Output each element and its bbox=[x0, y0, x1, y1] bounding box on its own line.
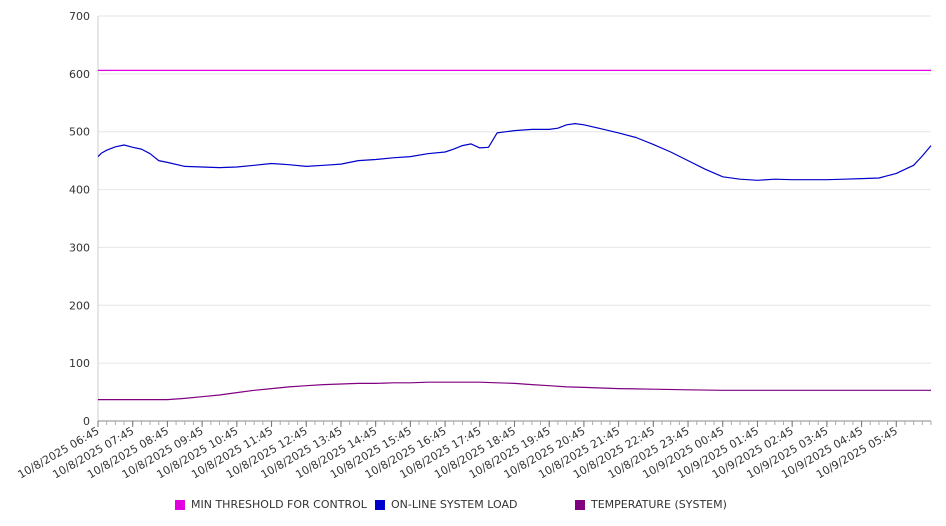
y-axis: 0 100 200 300 400 500 600 700 bbox=[69, 10, 98, 428]
legend-label-temperature: TEMPERATURE (SYSTEM) bbox=[591, 498, 727, 511]
y-tick-label: 400 bbox=[69, 184, 90, 197]
legend-swatch-min-threshold bbox=[175, 500, 185, 510]
y-tick-label: 500 bbox=[69, 126, 90, 139]
legend-swatch-system-load bbox=[375, 500, 385, 510]
legend-item-min-threshold[interactable]: MIN THRESHOLD FOR CONTROL bbox=[175, 498, 367, 511]
series-group bbox=[98, 70, 931, 399]
legend-item-system-load[interactable]: ON-LINE SYSTEM LOAD bbox=[375, 498, 517, 511]
legend-label-system-load: ON-LINE SYSTEM LOAD bbox=[391, 498, 517, 511]
series-line-temperature bbox=[98, 382, 931, 399]
y-tick-label: 0 bbox=[83, 415, 90, 428]
legend: MIN THRESHOLD FOR CONTROL ON-LINE SYSTEM… bbox=[0, 498, 946, 514]
y-tick-label: 700 bbox=[69, 10, 90, 23]
legend-swatch-temperature bbox=[575, 500, 585, 510]
legend-label-min-threshold: MIN THRESHOLD FOR CONTROL bbox=[191, 498, 367, 511]
grid-lines bbox=[98, 16, 931, 363]
y-tick-label: 600 bbox=[69, 68, 90, 81]
y-tick-label: 300 bbox=[69, 241, 90, 254]
legend-item-temperature[interactable]: TEMPERATURE (SYSTEM) bbox=[575, 498, 727, 511]
y-tick-label: 100 bbox=[69, 357, 90, 370]
y-tick-label: 200 bbox=[69, 299, 90, 312]
